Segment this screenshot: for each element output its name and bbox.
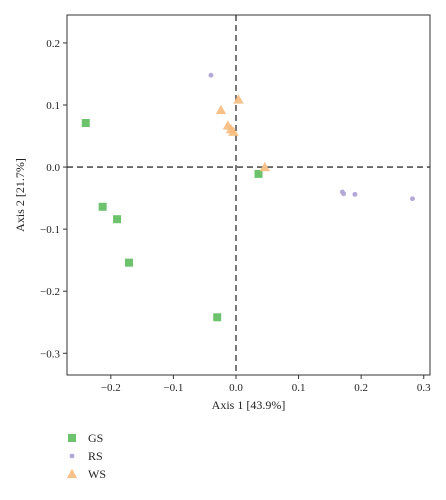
data-point-gs [113, 215, 122, 224]
data-point-rs [410, 196, 415, 202]
data-point-ws [233, 94, 244, 104]
x-tick-label: 0.2 [354, 382, 368, 394]
data-point-gs [254, 169, 263, 178]
y-tick-label: 0.0 [46, 162, 60, 174]
data-point-rs [341, 191, 347, 197]
data-point-gs [98, 202, 107, 211]
data-point-ws [228, 126, 239, 136]
plot-frame [66, 14, 431, 376]
data-point-ws [259, 161, 270, 172]
x-tick-label: 0.3 [417, 382, 431, 394]
x-tick-label: 0.0 [229, 382, 243, 394]
x-tick-label: −0.1 [163, 382, 183, 394]
y-tick-label: −0.3 [40, 348, 60, 360]
data-point-rs [352, 191, 358, 197]
data-point-gs [124, 258, 133, 267]
plot-area [66, 14, 431, 376]
data-point-gs [81, 119, 90, 127]
axis-ticks: −0.2 −0.1 0.0 0.1 0.2 0.3 0.2 0.1 0.0 −0.1 −0.2 −0.… [40, 38, 431, 394]
y-tick-label: 0.1 [46, 100, 60, 112]
y-tick-label: −0.2 [40, 286, 60, 298]
legend-marker-ws [66, 468, 78, 479]
data-point-rs [208, 72, 214, 78]
legend-marker-rs [69, 453, 75, 459]
x-tick-label: −0.2 [101, 382, 121, 394]
y-tick-label: 0.2 [46, 38, 60, 50]
x-axis-label: Axis 1 [43.9%] [212, 398, 286, 412]
y-axis-label: Axis 2 [21.7%] [13, 158, 27, 232]
legend-label-gs: GS [88, 431, 103, 445]
y-tick-label: −0.1 [40, 224, 60, 236]
x-tick-label: 0.1 [292, 382, 306, 394]
legend: GS RS WS [66, 431, 106, 481]
data-point-ws [215, 104, 227, 115]
data-points [81, 72, 415, 322]
legend-label-rs: RS [88, 449, 103, 463]
legend-marker-gs [68, 434, 76, 442]
legend-label-ws: WS [88, 467, 106, 481]
data-point-gs [213, 313, 222, 322]
